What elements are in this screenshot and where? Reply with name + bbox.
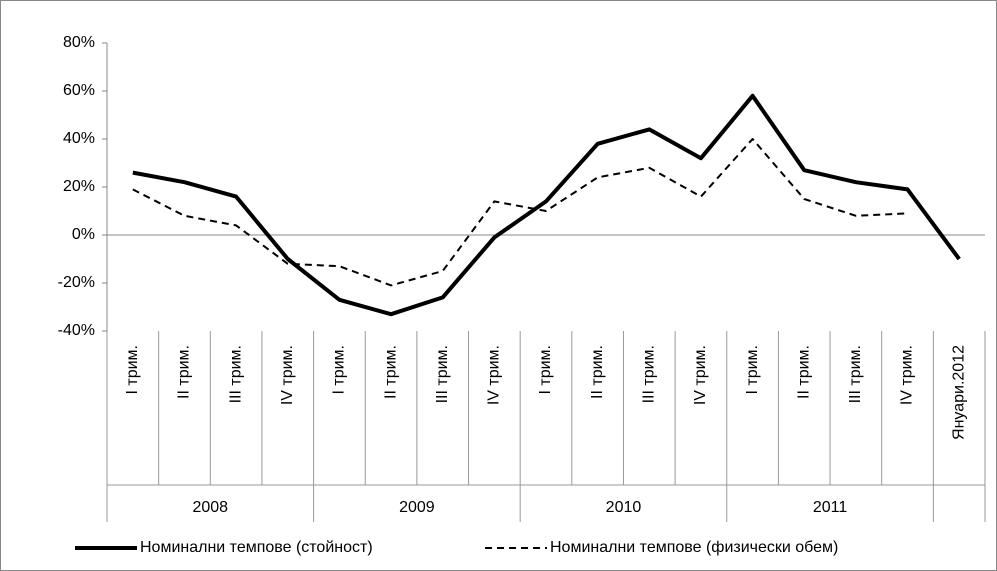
x-tick-label: IV трим. [692, 345, 709, 405]
x-tick-label: III трим. [227, 345, 244, 403]
group-label: 2011 [813, 499, 848, 516]
x-tick-label: III трим. [434, 345, 451, 403]
x-tick-label: IV трим. [899, 345, 916, 405]
x-tick-label: I трим. [124, 345, 141, 395]
legend-label: Номинални темпове (физически обем) [550, 539, 838, 556]
y-tick-label: -40% [58, 322, 95, 339]
y-tick-label: 80% [63, 34, 95, 51]
x-tick-label: II трим. [589, 345, 606, 399]
x-tick-label: IV трим. [486, 345, 503, 405]
x-tick-label: II трим. [795, 345, 812, 399]
y-tick-label: 20% [63, 178, 95, 195]
x-tick-label: III трим. [641, 345, 658, 403]
x-tick-label: I трим. [537, 345, 554, 395]
x-tick-label: I трим. [331, 345, 348, 395]
x-tick-label: IV трим. [279, 345, 296, 405]
y-tick-label: 60% [63, 82, 95, 99]
x-tick-label: III трим. [847, 345, 864, 403]
x-tick-label: I трим. [744, 345, 761, 395]
y-tick-label: -20% [58, 274, 95, 291]
group-label: 2010 [606, 499, 642, 516]
y-tick-label: 0% [72, 226, 95, 243]
x-tick-label: II трим. [176, 345, 193, 399]
x-tick-label: Януари.2012 [950, 345, 967, 440]
series-line [132, 138, 908, 287]
x-tick-label: II трим. [382, 345, 399, 399]
series-line [132, 93, 961, 317]
legend-label: Номинални темпове (стойност) [140, 539, 373, 556]
group-label: 2008 [192, 499, 228, 516]
group-label: 2009 [399, 499, 435, 516]
y-tick-label: 40% [63, 130, 95, 147]
